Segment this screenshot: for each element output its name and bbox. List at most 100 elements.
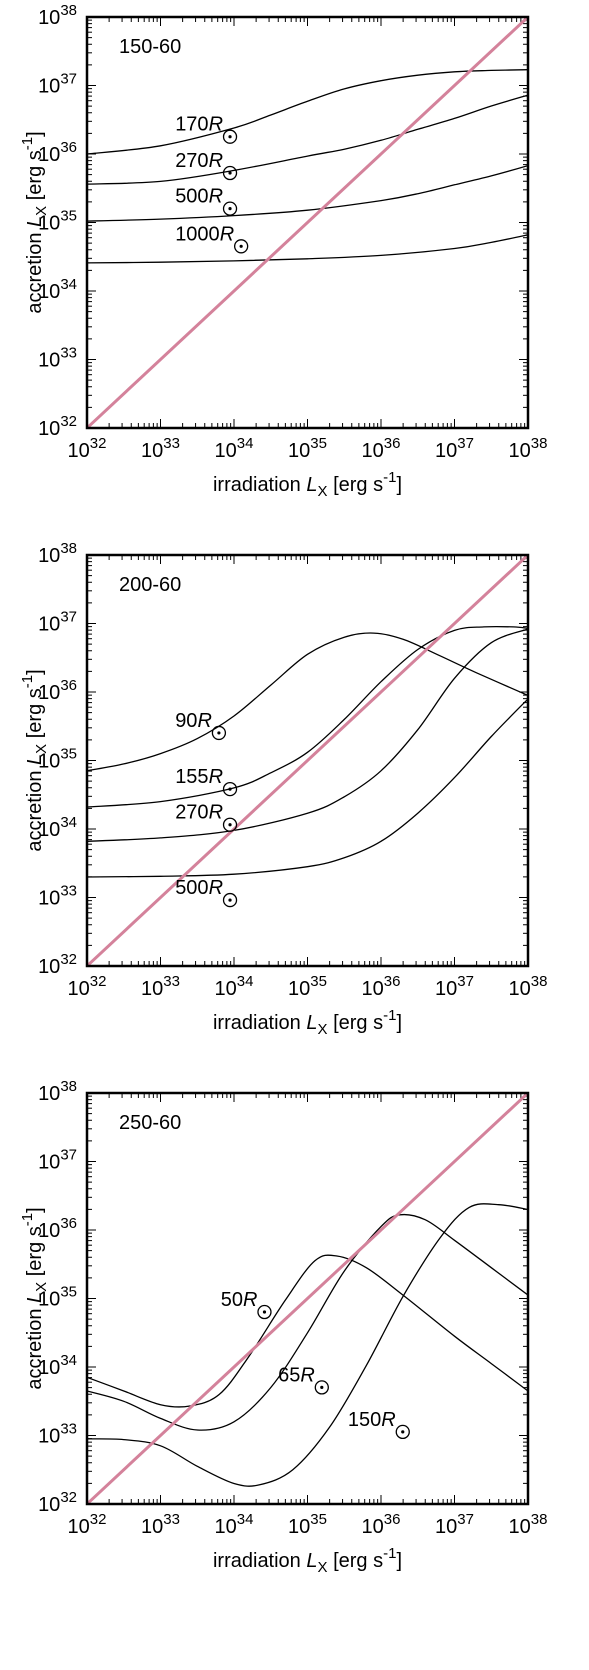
- y-tick-label: 1034: [38, 276, 77, 303]
- chart-panel-2: 1032 1032 1033 1033 1034 1034 1035 1035 1036 1036…: [0, 538, 589, 1093]
- x-axis-label: irradiation LX [erg s-1]: [213, 1007, 402, 1038]
- curve-annotation: 1000R: [175, 223, 249, 254]
- diagonal-line: [87, 555, 528, 966]
- curve-annotation: 155R: [175, 766, 238, 797]
- sun-symbol-dot: [228, 823, 232, 827]
- y-axis-label: accretion LX [erg s-1]: [19, 1207, 50, 1389]
- x-tick-label: 1033: [141, 435, 180, 462]
- x-tick-label: 1038: [509, 435, 548, 462]
- series-line-500: [87, 164, 528, 222]
- sun-symbol-dot: [228, 787, 232, 791]
- sun-symbol-icon: [222, 817, 238, 832]
- curve-annotation: 500R: [175, 186, 238, 216]
- annotation-text: 270R: [175, 150, 223, 172]
- series-line-500: [87, 698, 528, 878]
- x-tick-label: 1033: [141, 1511, 180, 1538]
- sun-symbol-dot: [320, 1385, 324, 1389]
- x-tick-label: 1032: [68, 435, 107, 462]
- annotation-text: 65R: [278, 1364, 315, 1386]
- y-tick-label: 1036: [38, 139, 77, 166]
- sun-symbol-icon: [395, 1424, 410, 1440]
- y-tick-label: 1035: [38, 208, 77, 235]
- x-tick-label: 1032: [68, 1511, 107, 1538]
- sun-symbol-icon: [211, 725, 227, 741]
- sun-symbol-icon: [234, 239, 249, 254]
- x-tick-label: 1037: [435, 435, 474, 462]
- annotation-text: 500R: [175, 186, 223, 208]
- series-line-170: [87, 69, 528, 155]
- chart-panel-1: 1032 1032 1033 1033 1034 1034 1035 1035 1036 1036…: [0, 0, 589, 555]
- y-tick-label: 1038: [38, 2, 77, 29]
- curve-annotation: 65R: [278, 1364, 329, 1395]
- sun-symbol-icon: [257, 1304, 272, 1320]
- annotation-text: 170R: [175, 114, 223, 136]
- sun-symbol-icon: [222, 892, 238, 908]
- y-tick-label: 1033: [38, 1421, 77, 1448]
- series-line-155: [87, 625, 528, 808]
- series-line-50: [87, 1254, 528, 1408]
- plot-frame: [85, 553, 530, 968]
- curve-annotation: 150R: [348, 1409, 410, 1440]
- sun-symbol-icon: [222, 165, 238, 181]
- curve-annotation: 270R: [175, 802, 238, 832]
- x-tick-label: 1035: [288, 435, 327, 462]
- plot-frame: [85, 15, 530, 430]
- curve-annotation: 170R: [175, 114, 238, 144]
- sun-symbol-dot: [401, 1430, 405, 1434]
- annotation-text: 150R: [348, 1409, 396, 1431]
- y-tick-label: 1037: [38, 1147, 77, 1174]
- y-tick-label: 1034: [38, 1352, 77, 1379]
- curve-annotation: 50R: [221, 1289, 272, 1320]
- curve-annotation: 270R: [175, 150, 238, 181]
- sun-symbol-dot: [239, 244, 243, 248]
- y-tick-label: 1032: [38, 413, 77, 440]
- annotation-text: 270R: [175, 802, 223, 824]
- y-tick-label: 1035: [38, 1284, 77, 1311]
- series-line-150: [87, 1203, 528, 1487]
- y-tick-label: 1037: [38, 609, 77, 636]
- series-line-270: [87, 94, 528, 185]
- x-tick-label: 1034: [215, 973, 254, 1000]
- x-tick-label: 1035: [288, 1511, 327, 1538]
- plot-area: [87, 17, 528, 428]
- x-tick-label: 1036: [362, 435, 401, 462]
- sun-symbol-icon: [222, 781, 238, 797]
- annotation-text: 500R: [175, 877, 223, 899]
- sun-symbol-dot: [228, 171, 232, 175]
- x-axis-label: irradiation LX [erg s-1]: [213, 1545, 402, 1576]
- annotation-text: 90R: [175, 710, 212, 732]
- sun-symbol-dot: [217, 731, 221, 735]
- sun-symbol-icon: [222, 129, 238, 144]
- sun-symbol-dot: [228, 898, 232, 902]
- panel-label: 250-60: [119, 1112, 181, 1134]
- x-axis-label: irradiation LX [erg s-1]: [213, 469, 402, 500]
- x-tick-label: 1033: [141, 973, 180, 1000]
- plot-area: [87, 555, 528, 966]
- sun-symbol-icon: [222, 201, 238, 216]
- panel-label: 200-60: [119, 574, 181, 596]
- y-tick-label: 1035: [38, 746, 77, 773]
- x-tick-label: 1036: [362, 973, 401, 1000]
- x-tick-label: 1038: [509, 973, 548, 1000]
- series-line-90: [87, 632, 528, 772]
- x-tick-label: 1034: [215, 1511, 254, 1538]
- panel-label: 150-60: [119, 36, 181, 58]
- y-tick-label: 1032: [38, 951, 77, 978]
- y-tick-label: 1036: [38, 677, 77, 704]
- series-line-65: [87, 1213, 528, 1431]
- annotation-text: 50R: [221, 1289, 258, 1311]
- diagonal-line: [87, 1093, 528, 1504]
- annotation-text: 155R: [175, 766, 223, 788]
- curve-annotation: 90R: [175, 710, 227, 741]
- x-tick-label: 1032: [68, 973, 107, 1000]
- y-tick-label: 1037: [38, 71, 77, 98]
- x-tick-label: 1037: [435, 1511, 474, 1538]
- y-tick-label: 1038: [38, 540, 77, 567]
- diagonal-line: [87, 17, 528, 428]
- sun-symbol-icon: [314, 1380, 329, 1395]
- plot-frame: [85, 1091, 530, 1506]
- x-tick-label: 1037: [435, 973, 474, 1000]
